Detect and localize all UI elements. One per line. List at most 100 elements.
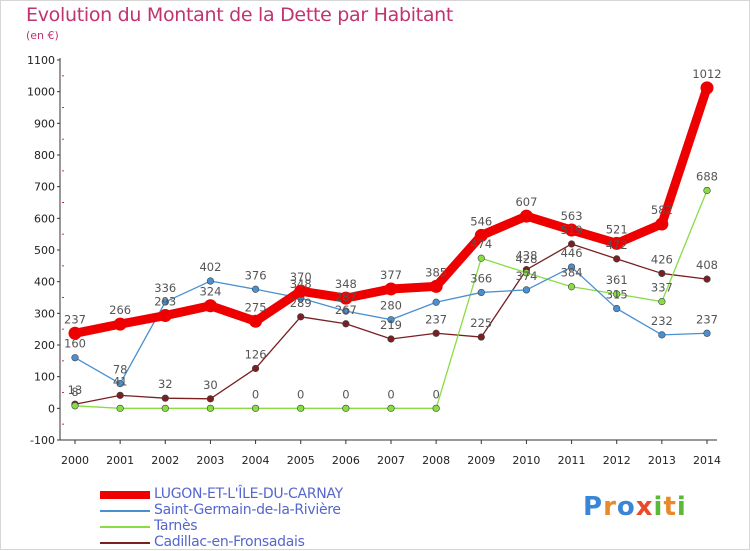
data-point [429,279,443,293]
data-label: 237 [64,312,86,326]
data-point [522,286,531,294]
x-tick-label: 2011 [558,454,586,467]
data-point [658,269,666,278]
data-point [613,255,621,263]
data-label: 160 [64,337,86,351]
data-label: 377 [380,268,402,282]
logo-letter: r [603,492,617,522]
data-label: 474 [470,237,492,251]
data-point [565,223,579,237]
data-label: 13 [68,383,83,397]
data-point [342,320,350,328]
x-tick-label: 2009 [467,454,495,467]
logo-letter: P [583,492,604,522]
y-tick-label: 700 [34,181,55,194]
legend-swatch [100,526,150,528]
legend-label: LUGON-ET-L'ÎLE-DU-CARNAY [154,486,343,502]
data-point [703,275,711,283]
x-tick-label: 2003 [196,454,224,467]
data-label: 267 [335,303,357,317]
x-tick-label: 2010 [512,454,540,467]
y-tick-label: 0 [48,402,55,415]
data-point [206,404,215,412]
data-label: 275 [245,300,267,314]
data-label: 266 [109,303,131,317]
data-point [522,269,531,277]
x-tick-label: 2012 [603,454,631,467]
data-point [251,285,260,293]
data-label: 385 [425,265,447,279]
data-point [206,277,215,285]
data-label: 563 [561,209,583,223]
legend-label: Cadillac-en-Fronsadais [154,534,305,550]
data-point [703,186,711,195]
y-tick-label: 1100 [27,54,55,67]
data-point [567,240,576,248]
data-label: 30 [203,378,218,392]
data-label: 438 [515,249,537,263]
data-point [339,291,353,305]
logo-letter: x [635,492,654,522]
data-label: 337 [651,281,673,295]
data-label: 293 [154,295,176,309]
legend-swatch [100,542,150,544]
data-point [432,298,440,306]
data-label: 428 [515,252,537,266]
y-tick-label: 900 [34,117,55,130]
data-label: 426 [651,252,673,266]
data-point [251,364,260,373]
chart-title: Evolution du Montant de la Dette par Hab… [26,4,454,26]
x-tick-label: 2008 [422,454,450,467]
data-point [703,329,711,337]
data-point [206,395,215,403]
data-label: 324 [199,285,221,299]
data-label: 546 [470,214,492,228]
data-point [387,404,395,412]
data-point [203,299,217,313]
data-label: 376 [245,268,267,282]
data-point [610,236,624,250]
data-point [432,404,440,412]
data-label: 126 [245,347,267,361]
y-tick-label: 400 [34,276,55,289]
legend-swatch [100,510,150,512]
y-tick-label: 500 [34,244,55,257]
data-label: 607 [515,195,537,209]
data-point [116,380,124,388]
x-tick-label: 2004 [242,454,270,467]
data-point [116,404,124,412]
data-label: 374 [515,269,537,283]
data-point [567,283,576,291]
data-label: 370 [290,270,312,284]
x-tick-label: 2005 [287,454,315,467]
data-point [297,313,305,321]
x-tick-label: 2014 [693,454,721,467]
data-label: 289 [290,296,312,310]
data-point [613,290,621,298]
y-tick-label: 200 [34,339,55,352]
data-point [658,331,666,339]
data-point [658,298,666,306]
data-label: 1012 [692,67,721,81]
data-label: 32 [158,377,173,391]
data-label: 582 [651,203,673,217]
data-point [387,316,395,324]
data-point [613,304,621,313]
data-label: 315 [606,288,628,302]
data-point [116,391,124,399]
data-label: 446 [561,246,583,260]
data-label: 219 [380,318,402,332]
data-label: 361 [606,273,628,287]
data-label: 348 [335,277,357,291]
data-point [655,217,669,231]
legend-swatch [100,491,150,499]
x-tick-label: 2001 [106,454,134,467]
data-point [387,335,395,343]
y-tick-label: 100 [34,371,55,384]
y-tick-label: 600 [34,212,55,225]
data-label: 232 [651,314,673,328]
data-label: 384 [561,266,583,280]
x-tick-label: 2013 [648,454,676,467]
